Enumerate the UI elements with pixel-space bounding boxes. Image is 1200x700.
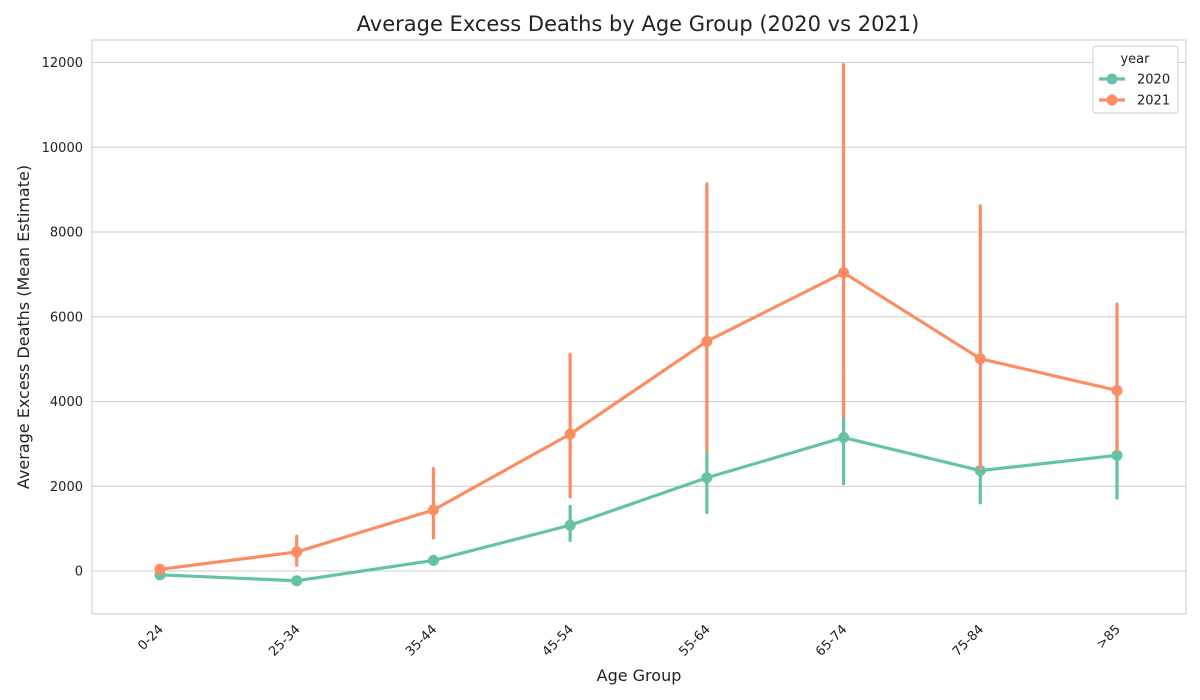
data-point (564, 428, 576, 440)
plot-area (91, 39, 1187, 615)
x-tick-label: 75-84 (950, 622, 987, 659)
x-tick-label: 55-64 (676, 622, 713, 659)
x-tick-label: 0-24 (135, 622, 166, 653)
legend-label: 2021 (1137, 94, 1170, 109)
data-point (564, 519, 576, 531)
legend-marker (1106, 94, 1118, 106)
x-axis-label: Age Group (597, 666, 682, 685)
data-point (154, 563, 166, 575)
data-point (974, 353, 986, 365)
series-line (159, 271, 1118, 571)
legend-item-2020: 2020 (1099, 73, 1170, 88)
y-tick-label: 12000 (42, 56, 83, 71)
y-tick-label: 10000 (42, 141, 83, 156)
series-line (159, 435, 1118, 583)
x-tick-label: 35-44 (403, 622, 440, 659)
data-point (427, 554, 439, 566)
data-point (1111, 384, 1123, 396)
chart-title: Average Excess Deaths by Age Group (2020… (357, 12, 920, 36)
x-tick-labels: 0-24 25-34 35-44 45-54 55-64 65-74 75-84 >85 (135, 622, 1123, 659)
y-tick-label: 2000 (50, 480, 83, 495)
legend-marker (1106, 73, 1118, 85)
y-axis-label: Average Excess Deaths (Mean Estimate) (14, 165, 33, 489)
data-point (291, 546, 303, 558)
data-point (1111, 449, 1123, 461)
x-tick-label: 45-54 (540, 622, 577, 659)
gridlines (92, 62, 1186, 572)
y-tick-label: 8000 (50, 226, 83, 241)
data-point (701, 472, 713, 484)
legend-item-2021: 2021 (1099, 94, 1170, 109)
x-tick-label: >85 (1094, 622, 1124, 652)
data-point (427, 504, 439, 516)
legend: year 2020 2021 (1092, 45, 1179, 114)
x-tick-label: 25-34 (266, 622, 303, 659)
legend-title: year (1120, 52, 1150, 67)
y-tick-labels: 0 2000 4000 6000 8000 10000 12000 (42, 56, 83, 580)
data-point (291, 575, 303, 587)
data-point (701, 335, 713, 347)
series-2021 (154, 63, 1123, 575)
y-tick-label: 0 (75, 565, 83, 580)
legend-label: 2020 (1137, 73, 1170, 88)
data-point (838, 267, 850, 279)
data-point (838, 432, 850, 444)
x-tick-label: 65-74 (813, 622, 850, 659)
y-tick-label: 4000 (50, 395, 83, 410)
data-point (974, 465, 986, 477)
y-tick-label: 6000 (50, 310, 83, 325)
series-layer (154, 63, 1123, 587)
